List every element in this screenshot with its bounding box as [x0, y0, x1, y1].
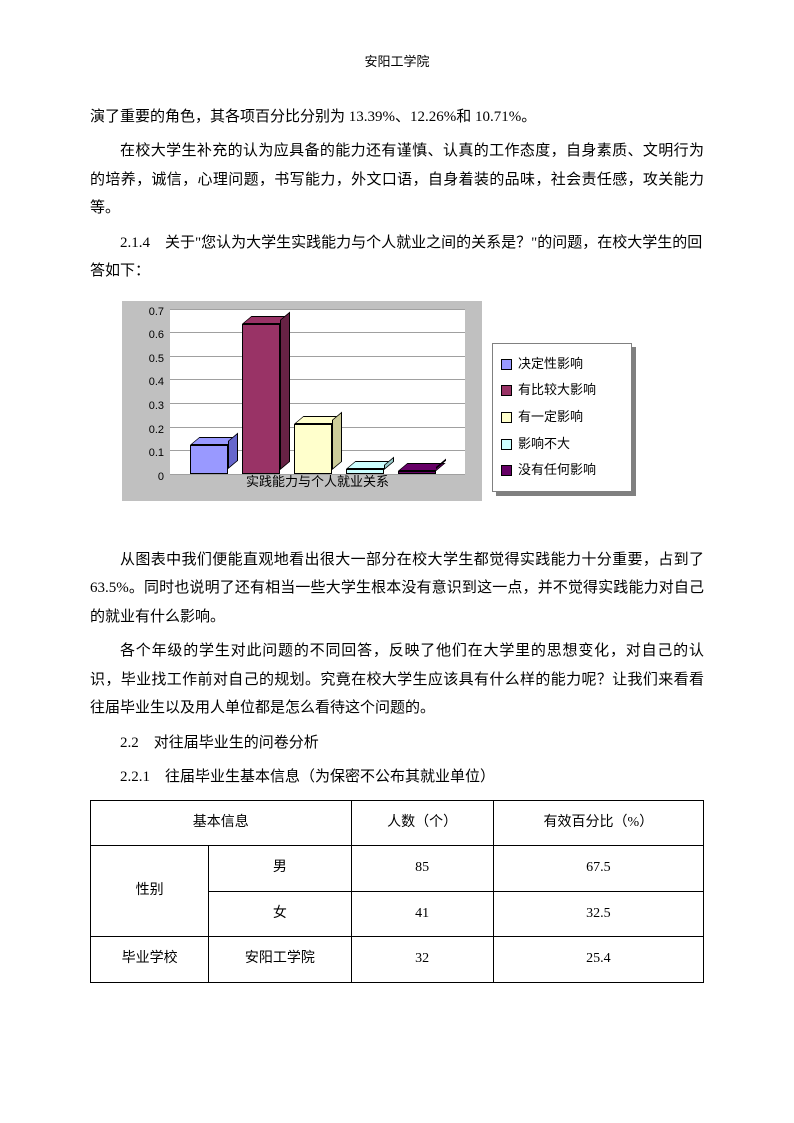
chart-bar-front — [398, 471, 436, 473]
table-cell-sub: 男 — [209, 846, 351, 892]
legend-item: 没有任何影响 — [501, 458, 623, 483]
legend-swatch — [501, 385, 512, 396]
table-row: 性别 男 85 67.5 — [91, 846, 704, 892]
legend-swatch — [501, 465, 512, 476]
legend-swatch — [501, 359, 512, 370]
chart-ytick-label: 0.2 — [122, 420, 164, 441]
table-header-row: 基本信息 人数（个） 有效百分比（%） — [91, 800, 704, 846]
chart-gridline — [170, 332, 465, 333]
paragraph-1: 演了重要的角色，其各项百分比分别为 13.39%、12.26%和 10.71%。 — [90, 103, 704, 132]
chart-gridline — [170, 309, 465, 310]
chart-bar-front — [190, 445, 228, 473]
table-cell-category: 毕业学校 — [91, 937, 209, 983]
chart-xlabel: 实践能力与个人就业关系 — [170, 470, 465, 495]
table-header-count: 人数（个） — [351, 800, 493, 846]
page-header: 安阳工学院 — [90, 50, 704, 75]
table-cell-sub: 女 — [209, 891, 351, 937]
bar-chart: 0 0.10.2 0.3 0.40.5 0.60.7 实践能力与个人就业关系 决定性影响… — [122, 301, 622, 531]
legend-item: 有一定影响 — [501, 405, 623, 430]
table-header-percent: 有效百分比（%） — [493, 800, 703, 846]
legend-label: 有一定影响 — [518, 405, 583, 430]
table-cell-pct: 32.5 — [493, 891, 703, 937]
chart-gridline — [170, 356, 465, 357]
chart-ytick-label: 0.1 — [122, 443, 164, 464]
legend-swatch — [501, 439, 512, 450]
legend-label: 决定性影响 — [518, 352, 583, 377]
legend-item: 决定性影响 — [501, 352, 623, 377]
legend-label: 影响不大 — [518, 432, 570, 457]
chart-ytick-label: 0.4 — [122, 372, 164, 393]
legend-item: 影响不大 — [501, 432, 623, 457]
legend-label: 有比较大影响 — [518, 378, 596, 403]
table-cell-count: 32 — [351, 937, 493, 983]
table-cell-count: 41 — [351, 891, 493, 937]
chart-bar-front — [346, 469, 384, 474]
chart-legend: 决定性影响有比较大影响有一定影响影响不大没有任何影响 — [492, 343, 632, 492]
table-cell-count: 85 — [351, 846, 493, 892]
paragraph-5: 各个年级的学生对此问题的不同回答，反映了他们在大学里的思想变化，对自己的认识，毕… — [90, 637, 704, 723]
chart-bar-front — [294, 424, 332, 474]
chart-ytick-label: 0.5 — [122, 349, 164, 370]
legend-label: 没有任何影响 — [518, 458, 596, 483]
chart-ytick-label: 0.6 — [122, 325, 164, 346]
graduates-table: 基本信息 人数（个） 有效百分比（%） 性别 男 85 67.5 女 41 32… — [90, 800, 704, 983]
table-cell-pct: 25.4 — [493, 937, 703, 983]
legend-item: 有比较大影响 — [501, 378, 623, 403]
chart-gridline — [170, 379, 465, 380]
legend-swatch — [501, 412, 512, 423]
paragraph-4: 从图表中我们便能直观地看出很大一部分在校大学生都觉得实践能力十分重要，占到了 6… — [90, 546, 704, 632]
chart-bar-side — [280, 312, 290, 470]
table-cell-sub: 安阳工学院 — [209, 937, 351, 983]
chart-ytick-label: 0.7 — [122, 302, 164, 323]
table-row: 毕业学校 安阳工学院 32 25.4 — [91, 937, 704, 983]
table-cell-category: 性别 — [91, 846, 209, 937]
section-221: 2.2.1 往届毕业生基本信息（为保密不公布其就业单位） — [90, 763, 704, 792]
section-22: 2.2 对往届毕业生的问卷分析 — [90, 729, 704, 758]
chart-gridline — [170, 403, 465, 404]
paragraph-2: 在校大学生补充的认为应具备的能力还有谨慎、认真的工作态度，自身素质、文明行为的培… — [90, 137, 704, 223]
table-cell-pct: 67.5 — [493, 846, 703, 892]
section-214: 2.1.4 关于"您认为大学生实践能力与个人就业之间的关系是？"的问题，在校大学… — [90, 229, 704, 286]
chart-background: 0 0.10.2 0.3 0.40.5 0.60.7 实践能力与个人就业关系 — [122, 301, 482, 501]
chart-ytick-label: 0 — [122, 467, 164, 488]
chart-bar-side — [332, 412, 342, 470]
chart-bar-front — [242, 324, 280, 474]
table-header-info: 基本信息 — [91, 800, 352, 846]
chart-ytick-label: 0.3 — [122, 396, 164, 417]
